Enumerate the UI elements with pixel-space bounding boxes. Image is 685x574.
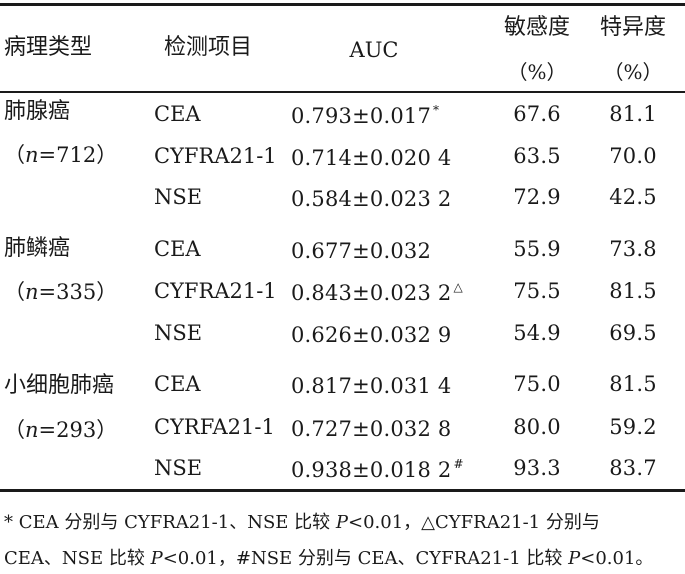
footnote-text: CEA、NSE 比较 <box>4 548 151 569</box>
auc-value: 0.817±0.031 4 <box>291 374 452 398</box>
row-sensitivity: 55.9 <box>513 237 561 261</box>
row-sensitivity: 67.6 <box>513 102 561 126</box>
header-item: 检测项目 <box>164 35 253 60</box>
row-specificity: 81.5 <box>609 372 657 396</box>
row-auc: 0.817±0.031 4 <box>291 374 453 397</box>
row-sensitivity: 54.9 <box>513 321 561 345</box>
row-auc: 0.727±0.032 8 <box>291 417 453 440</box>
group-name: 肺腺癌 <box>4 99 71 124</box>
n-var: n <box>25 143 39 167</box>
n-value: =335） <box>38 280 118 304</box>
auc-mark: △ <box>453 280 463 294</box>
row-specificity: 73.8 <box>609 237 657 261</box>
row-item: NSE <box>154 185 203 209</box>
group-sample-size: （n=335） <box>4 282 117 303</box>
row-item: CEA <box>154 237 201 261</box>
row-item: CEA <box>154 102 201 126</box>
group-sample-size: （n=293） <box>4 420 117 441</box>
row-item: CYFRA21-1 <box>154 279 277 303</box>
row-item: CEA <box>154 372 201 396</box>
footnote-text: * CEA 分别与 CYFRA21-1、NSE 比较 <box>4 512 336 533</box>
row-specificity: 59.2 <box>609 415 657 439</box>
row-sensitivity: 75.5 <box>513 279 561 303</box>
header-sensitivity: 敏感度 <box>503 15 571 40</box>
row-auc: 0.938±0.018 2 # <box>291 458 464 481</box>
footnote-p: P <box>335 512 348 533</box>
header-specificity-unit: （%） <box>603 60 663 84</box>
n-prefix: （ <box>4 280 25 304</box>
n-var: n <box>25 280 39 304</box>
header-sensitivity-unit: （%） <box>507 60 567 84</box>
auc-value: 0.626±0.032 9 <box>291 323 452 347</box>
group-sample-size: （n=712） <box>4 145 117 166</box>
table-top-rule <box>0 3 685 6</box>
footnote-p: P <box>150 548 163 569</box>
row-auc: 0.793±0.017 * <box>291 104 439 127</box>
footnote-line-2: CEA、NSE 比较 P<0.01，#NSE 分别与 CEA、CYFRA21-1… <box>4 550 684 568</box>
row-sensitivity: 72.9 <box>513 185 561 209</box>
table-bottom-rule <box>0 489 685 492</box>
header-type: 病理类型 <box>4 35 93 60</box>
footnote-text: <0.01。 <box>580 548 654 569</box>
group-name: 小细胞肺癌 <box>4 373 115 398</box>
row-specificity: 70.0 <box>609 144 657 168</box>
footnote-line-1: * CEA 分别与 CYFRA21-1、NSE 比较 P<0.01，△CYFRA… <box>4 514 684 532</box>
row-item: NSE <box>154 456 203 480</box>
row-specificity: 81.1 <box>609 102 657 126</box>
row-auc: 0.714±0.020 4 <box>291 146 453 169</box>
auc-mark: # <box>453 457 464 471</box>
header-specificity: 特异度 <box>599 15 667 40</box>
row-specificity: 81.5 <box>609 279 657 303</box>
row-specificity: 69.5 <box>609 321 657 345</box>
row-item: NSE <box>154 321 203 345</box>
group-name: 肺鳞癌 <box>4 236 71 261</box>
row-specificity: 42.5 <box>609 185 657 209</box>
table-header-rule <box>0 91 685 93</box>
auc-value: 0.677±0.032 <box>291 239 432 263</box>
auc-mark: * <box>433 103 440 117</box>
row-item: CYFRA21-1 <box>154 144 277 168</box>
n-prefix: （ <box>4 143 25 167</box>
auc-value: 0.938±0.018 2 <box>291 458 452 482</box>
row-auc: 0.677±0.032 <box>291 239 433 262</box>
n-var: n <box>25 418 39 442</box>
n-value: =712） <box>38 143 118 167</box>
auc-value: 0.793±0.017 <box>291 104 432 128</box>
header-auc: AUC <box>349 38 399 62</box>
row-sensitivity: 80.0 <box>513 415 561 439</box>
footnote-p: P <box>568 548 581 569</box>
auc-value: 0.584±0.023 2 <box>291 187 452 211</box>
auc-value: 0.727±0.032 8 <box>291 417 452 441</box>
row-item: CYRFA21-1 <box>154 415 275 439</box>
row-auc: 0.843±0.023 2 △ <box>291 281 463 304</box>
n-prefix: （ <box>4 418 25 442</box>
row-specificity: 83.7 <box>609 456 657 480</box>
auc-value: 0.843±0.023 2 <box>291 281 452 305</box>
row-auc: 0.584±0.023 2 <box>291 187 453 210</box>
row-auc: 0.626±0.032 9 <box>291 323 453 346</box>
row-sensitivity: 75.0 <box>513 372 561 396</box>
row-sensitivity: 93.3 <box>513 456 561 480</box>
n-value: =293） <box>38 418 118 442</box>
row-sensitivity: 63.5 <box>513 144 561 168</box>
footnote-text: <0.01，△CYFRA21-1 分别与 <box>348 512 600 533</box>
auc-value: 0.714±0.020 4 <box>291 146 452 170</box>
footnote-text: <0.01，#NSE 分别与 CEA、CYFRA21-1 比较 <box>162 548 569 569</box>
